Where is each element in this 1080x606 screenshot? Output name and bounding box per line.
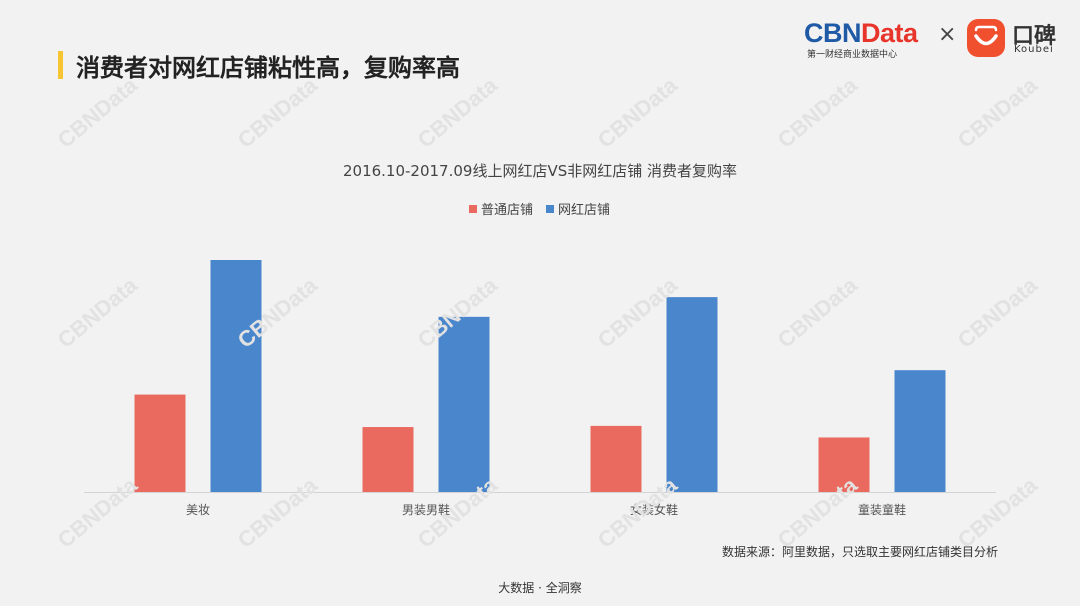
- x-tick-label: 男装男鞋: [402, 502, 450, 517]
- cbndata-logo-cbn: CBN: [804, 18, 862, 48]
- koubei-logo-text: 口碑: [1012, 24, 1057, 49]
- bar: [362, 427, 414, 492]
- bar: [894, 370, 946, 492]
- x-tick-label: 美妆: [186, 503, 210, 517]
- bar: [134, 394, 186, 492]
- koubei-smile-icon: [967, 19, 1005, 57]
- page-title: 消费者对网红店铺粘性高，复购率高: [76, 54, 460, 82]
- x-tick-label: 童装童鞋: [858, 502, 906, 517]
- cbndata-logo-data: Data: [861, 18, 918, 48]
- footer-slogan: 大数据 · 全洞察: [498, 581, 582, 595]
- title-accent-bar: [58, 51, 63, 79]
- bar: [818, 437, 870, 492]
- legend-swatch: [546, 205, 554, 213]
- koubei-logo-english: Koubei: [1014, 44, 1054, 55]
- bar: [590, 425, 642, 492]
- bar: [438, 316, 490, 492]
- legend-swatch: [469, 205, 477, 213]
- times-symbol: ×: [938, 22, 957, 47]
- bar: [666, 297, 718, 492]
- cbndata-logo-subtitle: 第一财经商业数据中心: [807, 50, 898, 60]
- data-source-note: 数据来源：阿里数据，只选取主要网红店铺类目分析: [721, 545, 998, 559]
- cbndata-logo: CBNData 第一财经商业数据中心: [804, 18, 932, 62]
- bar: [210, 260, 262, 492]
- x-tick-label: 女装女鞋: [630, 502, 678, 517]
- legend-label: 普通店铺: [481, 203, 533, 218]
- chart-title: 2016.10-2017.09线上网红店VS非网红店铺 消费者复购率: [343, 162, 737, 180]
- legend-label: 网红店铺: [558, 202, 610, 218]
